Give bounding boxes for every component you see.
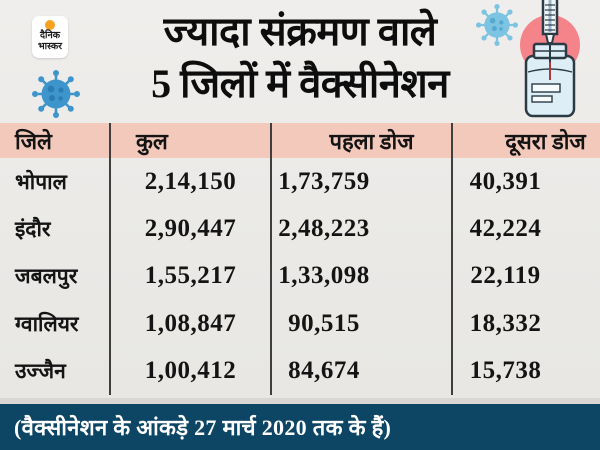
table-row: जबलपुर 1,55,217 1,33,098 22,119 xyxy=(0,252,600,301)
table-row: इंदौर 2,90,447 2,48,223 42,224 xyxy=(0,205,600,253)
virus-icon xyxy=(32,70,80,118)
column-header-first-dose: पहला डोज xyxy=(272,123,453,158)
page-title-line1: ज्यादा संक्रमण वाले xyxy=(163,9,437,54)
logo-text-line2: भास्कर xyxy=(37,42,63,52)
table-row: भोपाल 2,14,150 1,73,759 40,391 xyxy=(0,158,600,206)
first-dose-cell: 90,515 xyxy=(272,300,453,348)
footer-note-bar: (वैक्सीनेशन के आंकड़े 27 मार्च 2020 तक क… xyxy=(0,404,600,450)
first-dose-cell: 84,674 xyxy=(272,347,453,395)
first-dose-cell: 1,73,759 xyxy=(272,158,453,206)
total-cell: 2,14,150 xyxy=(111,158,272,206)
virus-icon xyxy=(476,4,518,46)
district-cell: इंदौर xyxy=(0,205,111,253)
second-dose-cell: 40,391 xyxy=(469,167,542,195)
logo-text-line1: दैनिक xyxy=(39,31,61,41)
page-title-line2: 5 जिलों में वैक्सीनेशन xyxy=(151,61,449,106)
vaccine-vial-syringe-icon xyxy=(520,0,580,118)
table-row: उज्जैन 1,00,412 84,674 15,738 xyxy=(0,347,600,395)
column-header-second-dose: दूसरा डोज xyxy=(505,128,586,154)
first-dose-cell: 1,33,098 xyxy=(272,252,453,301)
table-row: ग्वालियर 1,08,847 90,515 18,332 xyxy=(0,300,600,348)
column-header-district: जिले xyxy=(0,123,111,158)
district-cell: भोपाल xyxy=(0,158,111,206)
first-dose-cell: 2,48,223 xyxy=(272,205,453,253)
second-dose-cell: 22,119 xyxy=(470,262,541,290)
divider xyxy=(0,398,600,404)
logo-sun-icon xyxy=(45,20,55,30)
footer-note: (वैक्सीनेशन के आंकड़े 27 मार्च 2020 तक क… xyxy=(14,415,392,440)
page-title: ज्यादा संक्रमण वाले 5 जिलों में वैक्सीने… xyxy=(70,6,530,110)
total-cell: 1,55,217 xyxy=(111,252,272,301)
table-header-row: जिले कुल पहला डोज दूसरा डोज xyxy=(0,123,600,158)
second-dose-cell: 18,332 xyxy=(469,309,542,337)
district-cell: ग्वालियर xyxy=(0,300,111,348)
total-cell: 2,90,447 xyxy=(111,205,272,253)
total-cell: 1,08,847 xyxy=(111,300,272,348)
logo-text: दैनिक भास्कर xyxy=(32,31,68,53)
district-cell: उज्जैन xyxy=(0,347,111,395)
total-cell: 1,00,412 xyxy=(111,347,272,395)
vaccination-table: जिले कुल पहला डोज दूसरा डोज भोपाल 2,14,1… xyxy=(0,123,600,395)
dainik-bhaskar-logo: दैनिक भास्कर xyxy=(32,16,68,58)
second-dose-cell: 15,738 xyxy=(469,357,542,385)
second-dose-cell: 42,224 xyxy=(469,215,542,243)
district-cell: जबलपुर xyxy=(0,252,111,301)
column-header-total: कुल xyxy=(111,123,272,158)
